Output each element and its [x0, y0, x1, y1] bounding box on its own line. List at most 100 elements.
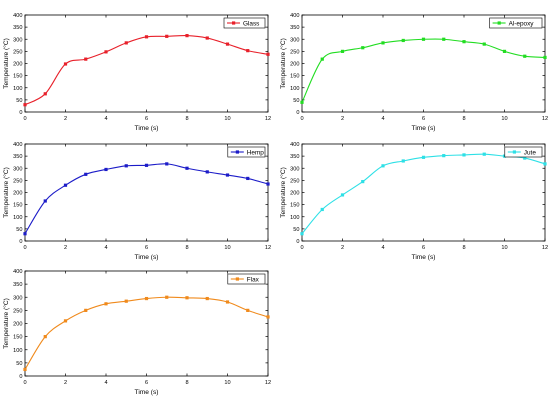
y-tick-label: 150 [290, 74, 299, 80]
x-tick-label: 2 [64, 380, 67, 386]
data-point [185, 296, 189, 300]
data-point [225, 173, 230, 177]
data-point [165, 295, 169, 299]
x-tick-label: 12 [542, 116, 548, 122]
y-axis-label: Temperature (°C) [2, 38, 10, 89]
data-point [442, 154, 446, 158]
data-point [84, 57, 88, 61]
y-tick-label: 250 [13, 308, 22, 314]
legend-label: Al-epoxy [509, 20, 535, 27]
y-tick-label: 350 [13, 25, 22, 31]
chart-panel-5: 0 2 4 6 8 10 12 0 50 100 150 200 250 300 350 400 Time (s… [2, 269, 271, 396]
y-tick-label: 350 [13, 282, 22, 288]
y-tick-label: 0 [19, 374, 22, 380]
y-axis-label: Temperature (°C) [279, 38, 287, 89]
legend-label: Jute [524, 149, 537, 156]
chart-panel-4: 0 2 4 6 8 10 12 0 50 100 150 200 250 300 350 400 Time (s… [279, 142, 548, 261]
y-tick-label: 300 [13, 295, 22, 301]
data-point [320, 207, 324, 212]
y-tick-label: 300 [13, 37, 22, 43]
x-tick-label: 0 [300, 116, 303, 122]
data-point [543, 55, 547, 60]
y-tick-label: 400 [290, 13, 299, 19]
x-tick-label: 6 [145, 245, 148, 251]
data-point [421, 155, 426, 159]
data-point [43, 335, 47, 339]
y-tick-label: 300 [290, 37, 299, 43]
data-point [124, 299, 128, 303]
y-tick-label: 300 [13, 166, 22, 172]
data-point [401, 38, 405, 43]
x-tick-label: 4 [104, 380, 107, 386]
data-point [144, 163, 149, 167]
data-point [246, 49, 250, 53]
x-tick-label: 10 [501, 245, 507, 251]
data-point [104, 302, 108, 306]
data-point [185, 34, 189, 38]
plot-frame [24, 14, 269, 113]
legend-marker [512, 150, 516, 154]
data-point [361, 179, 365, 184]
data-point [144, 296, 149, 301]
y-tick-label: 150 [13, 74, 22, 80]
y-tick-label: 0 [19, 239, 22, 245]
data-point [205, 36, 209, 40]
data-point [23, 103, 27, 107]
y-tick-label: 100 [290, 86, 299, 92]
y-axis-label: Temperature (°C) [279, 167, 287, 218]
legend-label: Glass [243, 20, 259, 27]
chart-panel-1: 0 2 4 6 8 10 12 0 50 100 150 200 250 300 350 400 Time (s… [2, 13, 271, 132]
x-tick-label: 2 [64, 116, 67, 122]
x-tick-label: 4 [104, 116, 107, 122]
legend-marker [235, 277, 239, 281]
series-line [24, 35, 269, 106]
y-tick-label: 100 [13, 86, 22, 92]
x-axis-label: Time (s) [412, 254, 436, 261]
series-line [301, 153, 546, 235]
x-tick-label: 2 [341, 116, 344, 122]
x-tick-label: 6 [422, 245, 425, 251]
data-point [23, 232, 27, 236]
data-point [124, 164, 128, 168]
x-tick-label: 8 [185, 380, 188, 386]
x-tick-label: 4 [381, 116, 384, 122]
x-tick-label: 0 [23, 116, 26, 122]
x-tick-label: 8 [462, 245, 465, 251]
y-tick-label: 400 [13, 142, 22, 148]
data-point [104, 50, 108, 54]
plot-frame [24, 143, 269, 242]
y-tick-label: 250 [13, 178, 22, 184]
x-tick-label: 10 [224, 116, 230, 122]
data-point [543, 162, 547, 166]
data-point [523, 54, 527, 58]
data-point [104, 167, 108, 172]
data-point [246, 176, 250, 181]
data-point [23, 367, 27, 372]
data-point [340, 193, 345, 197]
y-tick-label: 50 [16, 361, 22, 367]
legend-box [227, 146, 266, 158]
x-tick-label: 10 [224, 380, 230, 386]
y-tick-label: 100 [290, 215, 299, 221]
x-tick-label: 0 [23, 245, 26, 251]
y-tick-label: 400 [13, 13, 22, 19]
y-tick-label: 350 [290, 154, 299, 160]
y-axis-label: Temperature (°C) [2, 298, 10, 349]
data-point [165, 34, 169, 38]
data-point [205, 296, 209, 301]
data-point [482, 42, 486, 46]
data-point [63, 183, 68, 187]
x-tick-label: 0 [23, 380, 26, 386]
data-point [361, 46, 365, 50]
x-tick-label: 8 [185, 116, 188, 122]
x-tick-label: 8 [462, 116, 465, 122]
data-point [144, 35, 149, 39]
legend-box [489, 17, 543, 29]
data-point [482, 152, 486, 156]
x-tick-label: 12 [265, 245, 271, 251]
x-tick-label: 12 [265, 116, 271, 122]
y-tick-label: 200 [13, 191, 22, 197]
data-point [225, 300, 230, 304]
